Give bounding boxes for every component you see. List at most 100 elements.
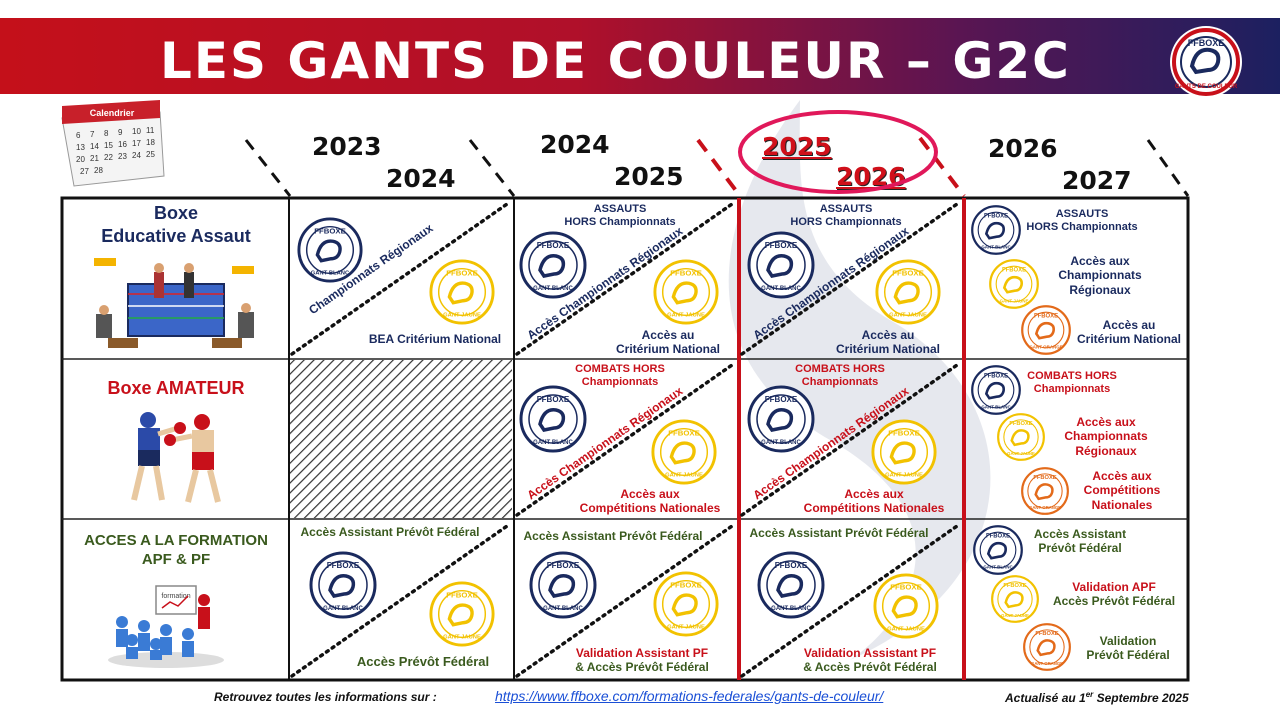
row-amateur-title: Boxe AMATEUR [107,378,245,398]
svg-text:7: 7 [90,130,95,139]
svg-text:FFBOXE: FFBOXE [1033,475,1056,481]
glove-orange-seal: FFBOXE GANT ORANGE [1023,623,1071,671]
svg-text:GANTS DE COULEUR: GANTS DE COULEUR [1175,84,1238,90]
title-banner: LES GANTS DE COULEUR – G2C [0,18,1280,94]
educative-c3-bottom: Accès au Critérium National [835,328,940,357]
svg-text:GANT BLANC: GANT BLANC [771,606,811,612]
glove-blanc-seal: FFBOXE GANT BLANC [973,525,1023,575]
formation-illustration: formation [108,585,224,668]
svg-text:GANT BLANC: GANT BLANC [543,606,583,612]
glove-blanc-seal: FFBOXE GANT BLANC [529,551,597,619]
svg-text:formation: formation [161,593,190,600]
footer-updated: Actualisé au 1er Septembre 2025 [1005,690,1189,705]
svg-text:8: 8 [104,129,109,138]
svg-text:GANT BLANC: GANT BLANC [311,270,350,276]
footer-info-label: Retrouvez toutes les informations sur : [214,690,437,704]
svg-text:23: 23 [118,152,127,161]
svg-text:GANT BLANC: GANT BLANC [761,286,801,292]
svg-text:GANT BLANC: GANT BLANC [981,245,1011,250]
svg-text:25: 25 [146,150,155,159]
svg-text:GANT BLANC: GANT BLANC [323,606,363,612]
svg-text:FFBOXE: FFBOXE [670,268,702,277]
season-2024-start: 2024 [540,130,610,159]
svg-text:GANT JAUNE: GANT JAUNE [667,624,705,630]
svg-text:GANT JAUNE: GANT JAUNE [1007,451,1035,456]
glove-blanc-seal: FFBOXE GANT BLANC [757,551,825,619]
glove-jaune-seal: FFBOXE GANT JAUNE [429,581,495,647]
glove-jaune-seal: FFBOXE GANT JAUNE [991,575,1039,623]
glove-jaune-seal: FFBOXE GANT JAUNE [871,419,937,485]
glove-blanc-seal: FFBOXE GANT BLANC [519,385,587,453]
glove-blanc-seal: FFBOXE GANT BLANC [747,385,815,453]
amateur-c3-bottom: Accès aux Compétitions Nationales [803,487,945,516]
svg-text:FFBOXE: FFBOXE [1034,313,1058,319]
svg-text:GANT BLANC: GANT BLANC [533,286,573,292]
glove-blanc-seal: FFBOXE GANT BLANC [971,365,1021,415]
svg-text:GANT JAUNE: GANT JAUNE [1000,299,1029,304]
svg-text:17: 17 [132,139,141,148]
glove-jaune-seal: FFBOXE GANT JAUNE [873,573,939,639]
svg-text:FFBOXE: FFBOXE [892,268,924,277]
hatched-cell [290,360,512,518]
svg-text:GANT JAUNE: GANT JAUNE [885,472,923,478]
svg-text:FFBOXE: FFBOXE [765,395,798,404]
formation-c4-bottom: Validation Prévôt Fédéral [1086,634,1170,663]
season-2024-end: 2025 [614,162,684,191]
svg-text:GANT JAUNE: GANT JAUNE [1001,613,1029,618]
svg-text:14: 14 [90,142,99,151]
glove-blanc-seal: FFBOXE GANT BLANC [309,551,377,619]
formation-c1-top: Accès Assistant Prévôt Fédéral [300,525,480,539]
formation-c4-mid: Validation APF Accès Prévôt Fédéral [1052,580,1176,609]
svg-text:24: 24 [132,151,141,160]
amateur-c4-mid: Accès aux Championnats Régionaux [1064,415,1148,458]
svg-text:13: 13 [76,143,85,152]
svg-text:GANT BLANC: GANT BLANC [981,405,1011,410]
svg-text:FFBOXE: FFBOXE [1188,38,1225,48]
svg-text:FFBOXE: FFBOXE [446,590,478,599]
glove-orange-seal: FFBOXE GANT ORANGE [1021,467,1069,515]
svg-text:FFBOXE: FFBOXE [1003,583,1026,589]
svg-text:FFBOXE: FFBOXE [765,241,798,250]
svg-text:GANT BLANC: GANT BLANC [983,565,1013,570]
svg-text:FFBOXE: FFBOXE [668,428,700,437]
svg-text:GANT JAUNE: GANT JAUNE [443,634,481,640]
glove-jaune-seal: FFBOXE GANT JAUNE [989,259,1039,309]
svg-text:16: 16 [118,140,127,149]
glove-blanc-seal: FFBOXE GANT BLANC [519,231,587,299]
glove-jaune-seal: FFBOXE GANT JAUNE [997,413,1045,461]
season-2026-end: 2027 [1062,166,1132,195]
svg-text:GANT ORANGE: GANT ORANGE [1029,505,1061,510]
svg-text:28: 28 [94,166,103,175]
season-2025-end: 2026 [836,162,906,191]
svg-text:9: 9 [118,128,123,137]
page-title: LES GANTS DE COULEUR – G2C [160,32,1071,90]
educative-c1-bottom: BEA Critérium National [368,332,502,346]
svg-text:FFBOXE: FFBOXE [775,561,808,570]
svg-text:GANT ORANGE: GANT ORANGE [1029,345,1062,350]
educative-c2-bottom: Accès au Critérium National [615,328,720,357]
footer-link[interactable]: https://www.ffboxe.com/formations-federa… [495,688,884,704]
glove-blanc-seal: FFBOXE GANT BLANC [297,217,363,283]
formation-c2-top: Accès Assistant Prévôt Fédéral [523,529,703,543]
svg-text:15: 15 [104,141,113,150]
glove-jaune-seal: FFBOXE GANT JAUNE [653,259,719,325]
formation-c1-bottom: Accès Prévôt Fédéral [356,654,490,669]
svg-text:GANT BLANC: GANT BLANC [533,440,573,446]
svg-text:10: 10 [132,127,141,136]
educative-c4-top: ASSAUTS HORS Championnats [1026,208,1138,234]
svg-text:18: 18 [146,138,155,147]
svg-text:GANT JAUNE: GANT JAUNE [667,312,705,318]
svg-text:GANT JAUNE: GANT JAUNE [887,626,925,632]
amateur-c2-bottom: Accès aux Compétitions Nationales [579,487,721,516]
svg-text:6: 6 [76,131,81,140]
svg-text:FFBOXE: FFBOXE [1035,631,1058,637]
svg-text:22: 22 [104,153,113,162]
season-2025-start: 2025 [762,132,832,161]
svg-text:GANT JAUNE: GANT JAUNE [889,312,927,318]
svg-text:FFBOXE: FFBOXE [984,373,1008,379]
svg-text:27: 27 [80,167,89,176]
svg-text:FFBOXE: FFBOXE [1002,267,1026,273]
glove-blanc-seal: FFBOXE GANT BLANC [971,205,1021,255]
season-2023-start: 2023 [312,132,382,161]
glove-orange-seal: FFBOXE GANT ORANGE [1021,305,1071,355]
